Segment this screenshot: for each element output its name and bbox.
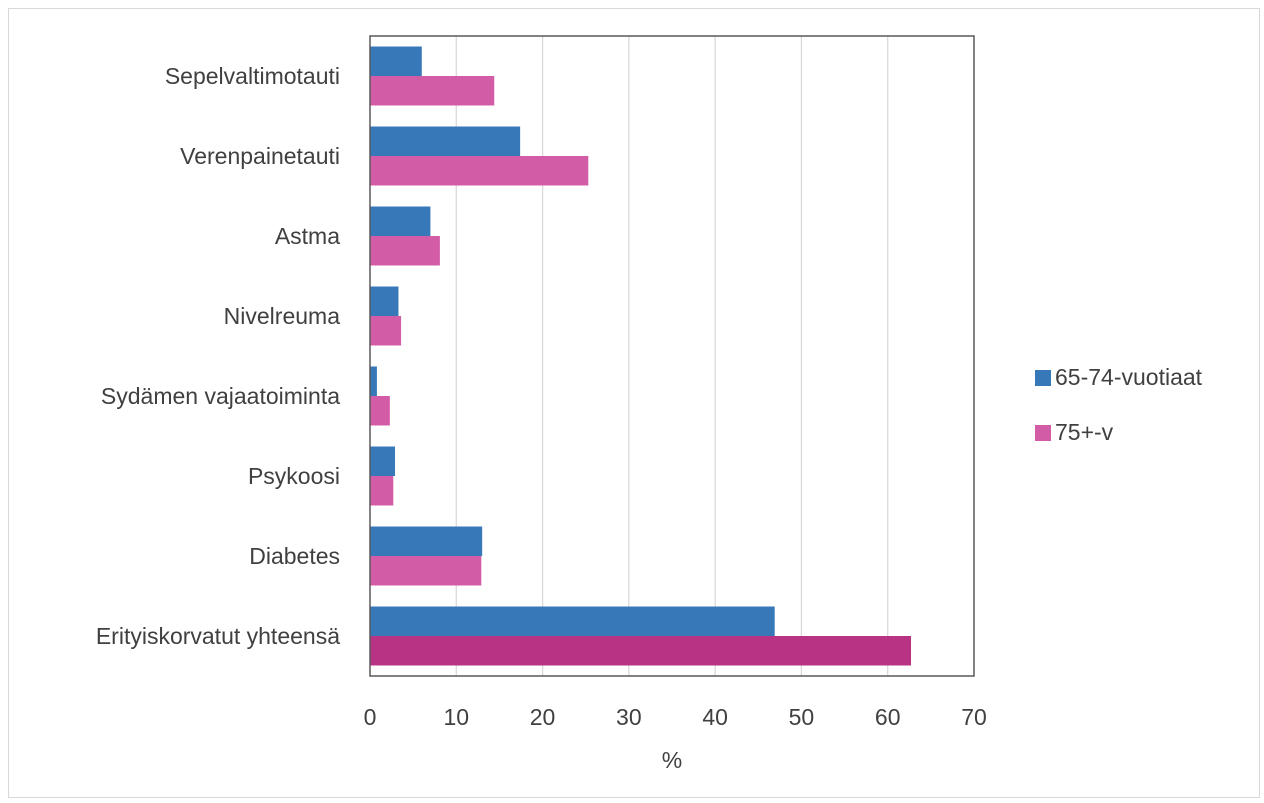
bar-4-series-0 xyxy=(370,366,377,396)
legend: 65-74-vuotiaat 75+-v xyxy=(1035,364,1203,445)
plot-area-border xyxy=(369,35,975,677)
category-label: Verenpainetauti xyxy=(180,143,340,169)
legend-label: 65-74-vuotiaat xyxy=(1055,364,1203,390)
gridlines xyxy=(455,36,889,676)
legend-label: 75+-v xyxy=(1055,419,1114,445)
bar-3-series-0 xyxy=(370,286,399,316)
bars xyxy=(370,46,912,666)
bar-2-series-0 xyxy=(370,206,431,236)
bar-6-series-0 xyxy=(370,526,483,556)
bar-6-series-1 xyxy=(370,556,482,586)
tick-labels: 0 10 20 30 40 50 60 70 xyxy=(364,704,987,730)
bar-7-series-1 xyxy=(370,636,912,666)
bar-0-series-0 xyxy=(370,46,422,76)
bar-1-series-1 xyxy=(370,156,589,186)
x-tick-label: 40 xyxy=(702,704,728,730)
x-tick-label: 30 xyxy=(616,704,642,730)
category-label: Nivelreuma xyxy=(224,303,341,329)
category-label: Astma xyxy=(275,223,340,249)
x-tick-label: 70 xyxy=(961,704,987,730)
x-tick-label: 0 xyxy=(364,704,377,730)
x-tick-label: 10 xyxy=(443,704,469,730)
x-axis-title: % xyxy=(662,747,682,773)
bar-4-series-1 xyxy=(370,396,390,426)
bar-0-series-1 xyxy=(370,76,495,106)
x-tick-label: 50 xyxy=(789,704,815,730)
category-label: Sepelvaltimotauti xyxy=(165,63,340,89)
bar-7-series-0 xyxy=(370,606,775,636)
x-tick-label: 60 xyxy=(875,704,901,730)
legend-swatch xyxy=(1035,425,1051,441)
bar-1-series-0 xyxy=(370,126,521,156)
bar-5-series-0 xyxy=(370,446,396,476)
category-label: Erityiskorvatut yhteensä xyxy=(96,623,340,649)
legend-swatch xyxy=(1035,370,1051,386)
category-label: Psykoosi xyxy=(248,463,340,489)
category-labels: Sepelvaltimotauti Verenpainetauti Astma Niv… xyxy=(96,63,340,649)
bar-2-series-1 xyxy=(370,236,440,266)
bar-5-series-1 xyxy=(370,476,394,506)
chart-frame xyxy=(8,8,1260,798)
x-tick-label: 20 xyxy=(530,704,556,730)
category-label: Sydämen vajaatoiminta xyxy=(101,383,340,409)
bar-3-series-1 xyxy=(370,316,402,346)
category-label: Diabetes xyxy=(249,543,340,569)
